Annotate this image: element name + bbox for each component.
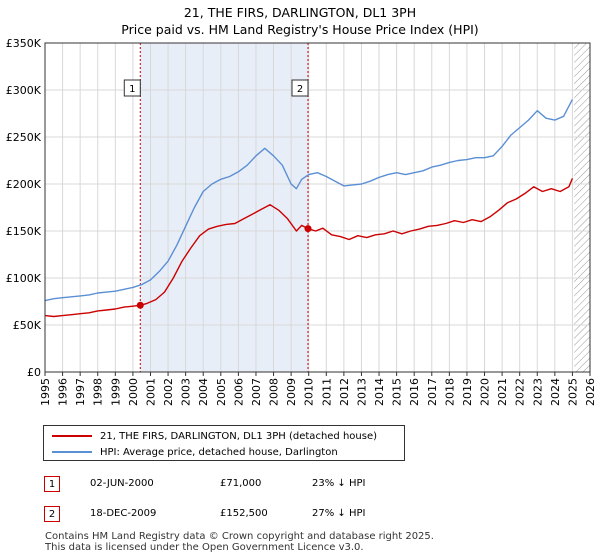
x-tick-label: 2015 — [391, 378, 404, 406]
y-tick-label: £350K — [6, 37, 42, 50]
legend-label-price: 21, THE FIRS, DARLINGTON, DL1 3PH (detac… — [100, 430, 378, 442]
x-tick-label: 2012 — [338, 378, 351, 406]
y-tick-label: £100K — [6, 272, 42, 285]
sale-hpi-diff: 23% ↓ HPI — [312, 478, 366, 489]
chart-title-line2: Price paid vs. HM Land Registry's House … — [121, 22, 479, 37]
sale-marker-box — [123, 79, 141, 97]
sale-marker-badge: 2 — [291, 79, 309, 97]
hpi-line — [44, 99, 574, 302]
chart-title-line1: 21, THE FIRS, DARLINGTON, DL1 3PH — [183, 5, 417, 20]
footer-line: Contains HM Land Registry data © Crown c… — [45, 531, 434, 542]
sale-row: 2 18-DEC-2009 £152,500 27% ↓ HPI — [0, 506, 600, 526]
legend-swatch-price — [52, 435, 92, 437]
x-tick-label: 2000 — [127, 378, 140, 406]
x-tick-label: 2006 — [232, 378, 245, 406]
x-tick-label: 1997 — [74, 378, 87, 406]
x-tick-label: 2002 — [162, 378, 175, 406]
y-tick-label: £150K — [6, 225, 42, 238]
x-tick-label: 1995 — [39, 378, 52, 406]
legend-item-price: 21, THE FIRS, DARLINGTON, DL1 3PH (detac… — [52, 429, 377, 443]
x-tick-label: 2003 — [180, 378, 193, 406]
sale-marker-label: 2 — [297, 84, 303, 95]
x-tick-label: 2007 — [250, 378, 263, 406]
price-chart: £0 £50K £100K £150K £200K £250K £300K £350K 1995… — [6, 37, 597, 406]
sale-hpi-diff: 27% ↓ HPI — [312, 508, 366, 519]
x-tick-label: 2018 — [443, 378, 456, 406]
x-tick-label: 2004 — [197, 378, 210, 406]
sale-price: £152,500 — [220, 508, 268, 519]
chart-title: 21, THE FIRS, DARLINGTON, DL1 3PH Price … — [0, 4, 600, 38]
sale-row: 1 02-JUN-2000 £71,000 23% ↓ HPI — [0, 476, 600, 496]
y-tick-label: £300K — [6, 84, 42, 97]
x-tick-label: 1998 — [92, 378, 105, 406]
sale-price: £71,000 — [220, 478, 262, 489]
x-tick-label: 2014 — [373, 378, 386, 406]
x-tick-label: 2020 — [479, 378, 492, 406]
sale-date: 18-DEC-2009 — [90, 508, 157, 519]
x-tick-label: 2011 — [320, 378, 333, 406]
x-tick-label: 2025 — [566, 378, 579, 406]
forecast-hatch — [574, 43, 590, 372]
chart-legend: 21, THE FIRS, DARLINGTON, DL1 3PH (detac… — [43, 425, 405, 461]
x-tick-label: 2019 — [461, 378, 474, 406]
legend-label-hpi: HPI: Average price, detached house, Darl… — [100, 446, 338, 458]
x-tick-label: 2013 — [355, 378, 368, 406]
footer-line: This data is licensed under the Open Gov… — [45, 542, 364, 553]
sale-number-badge: 1 — [44, 476, 60, 492]
sale-marker-label: 1 — [129, 84, 135, 95]
x-tick-label: 2022 — [514, 378, 527, 406]
x-tick-label: 2008 — [268, 378, 281, 406]
x-tick-label: 2005 — [215, 378, 228, 406]
sale-marker-box — [291, 79, 309, 97]
shaded-period — [140, 43, 309, 372]
sale-date: 02-JUN-2000 — [90, 478, 154, 489]
x-tick-label: 2017 — [426, 378, 439, 406]
sale-marker-badge: 1 — [123, 79, 141, 97]
legend-item-hpi: HPI: Average price, detached house, Darl… — [52, 445, 338, 459]
x-tick-label: 1996 — [57, 378, 70, 406]
y-tick-label: £200K — [6, 178, 42, 191]
x-tick-label: 2009 — [285, 378, 298, 406]
x-tick-label: 1999 — [109, 378, 122, 406]
sale-point — [304, 225, 312, 233]
y-tick-label: £250K — [6, 131, 42, 144]
plot-area — [45, 43, 590, 372]
x-tick-label: 2021 — [496, 378, 509, 406]
x-tick-label: 2010 — [303, 378, 316, 406]
x-tick-label: 2001 — [144, 378, 157, 406]
sale-number-badge: 2 — [44, 506, 60, 522]
y-tick-label: £50K — [13, 319, 42, 332]
plot-border — [44, 42, 591, 373]
sale-point — [136, 301, 144, 309]
footer-attribution: Contains HM Land Registry data © Crown c… — [45, 531, 434, 553]
y-tick-label: £0 — [27, 366, 41, 379]
x-tick-label: 2016 — [408, 378, 421, 406]
x-tick-label: 2023 — [531, 378, 544, 406]
x-tick-label: 2024 — [549, 378, 562, 406]
x-tick-label: 2026 — [584, 378, 597, 406]
legend-swatch-hpi — [52, 451, 92, 453]
